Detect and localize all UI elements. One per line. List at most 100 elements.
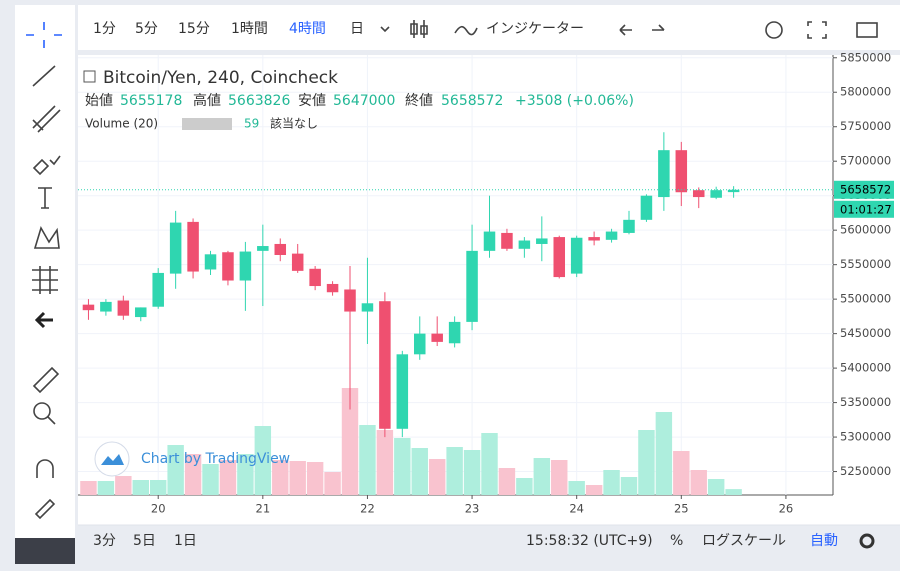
x-tick-label: 22 — [360, 502, 375, 516]
volume-bar — [707, 479, 725, 495]
candle-body — [187, 221, 199, 272]
study-buttons[interactable] — [182, 118, 232, 130]
high-value: 5663826 — [228, 93, 290, 109]
chart-settings[interactable] — [859, 533, 875, 549]
candle-body — [100, 301, 112, 312]
candle-body — [135, 307, 147, 318]
candle-body — [623, 219, 635, 233]
left-toolbar — [15, 5, 75, 557]
volume-bar — [725, 489, 742, 495]
x-tick-label: 25 — [674, 502, 689, 516]
settings[interactable] — [765, 21, 783, 39]
candle-body — [483, 231, 496, 251]
volume-bar — [289, 461, 306, 495]
interval[interactable]: 日 — [350, 21, 364, 37]
y-tick-label: 5400000 — [840, 361, 891, 375]
candle-body — [117, 300, 130, 316]
snapshot[interactable] — [856, 22, 878, 38]
candle-body — [169, 222, 182, 274]
close-value: 5658572 — [441, 93, 503, 109]
auto-button[interactable]: 自動 — [810, 533, 838, 549]
candle-body — [239, 251, 252, 281]
last-price-box — [834, 180, 894, 199]
ohlc-label: 高値 — [193, 92, 221, 109]
candle-body — [466, 250, 478, 322]
volume-bar — [516, 478, 533, 495]
candle-body — [222, 252, 234, 281]
volume-bar — [394, 438, 411, 495]
volume-bar — [673, 451, 690, 495]
interval[interactable]: 1分 — [93, 21, 116, 37]
plot — [78, 55, 833, 495]
volume-bar — [446, 447, 463, 495]
volume-bar — [585, 485, 603, 495]
candle-body — [605, 231, 618, 240]
logo-mark — [101, 454, 124, 465]
y-tick-label: 5750000 — [840, 119, 891, 133]
candle-body — [553, 237, 566, 278]
chart-title: Bitcoin/Yen, 240, Coincheck — [103, 68, 338, 88]
volume-bar — [254, 426, 272, 495]
volume-bar — [324, 472, 341, 495]
volume-bar — [638, 430, 655, 495]
y-tick-label: 5300000 — [840, 430, 891, 444]
candle-body — [396, 354, 409, 429]
volume-bar — [481, 433, 498, 495]
ohlc-label: 安値 — [298, 93, 326, 109]
interval[interactable]: 15分 — [178, 21, 210, 37]
volume-label: Volume (20) — [85, 117, 158, 131]
candle-body — [326, 283, 339, 293]
top-toolbar — [78, 5, 900, 50]
range-button[interactable]: 3分 — [93, 533, 116, 549]
range-button[interactable]: 1日 — [174, 533, 197, 549]
volume-bar — [167, 445, 184, 495]
candle-body — [640, 195, 653, 220]
interval-active[interactable]: 4時間 — [289, 21, 326, 37]
candle-body — [518, 240, 531, 249]
undo[interactable] — [619, 24, 632, 36]
x-tick-label: 24 — [569, 502, 584, 516]
redo[interactable] — [652, 24, 665, 31]
scroll-button[interactable] — [15, 538, 75, 564]
volume-bar — [97, 481, 115, 495]
fullscreen[interactable] — [807, 21, 827, 39]
collapse-icon[interactable] — [83, 70, 96, 83]
volume-bar — [115, 476, 132, 495]
dropdown-arrow[interactable] — [380, 26, 390, 33]
y-tick-label: 5850000 — [840, 50, 891, 64]
y-tick-label: 5600000 — [840, 223, 891, 237]
candle-body — [309, 268, 321, 287]
volume-bar — [376, 430, 394, 495]
interval[interactable]: 5分 — [135, 21, 158, 37]
ohlc-label: 終値 — [405, 93, 433, 109]
indicator-icon[interactable] — [454, 25, 478, 36]
volume-bar — [184, 454, 202, 495]
logo[interactable] — [94, 441, 130, 477]
candle-body — [692, 190, 705, 198]
volume-bar — [149, 480, 167, 495]
candle-body — [588, 237, 600, 241]
countdown: 01:01:27 — [840, 202, 892, 216]
candle-body — [675, 150, 688, 193]
candle-body — [570, 237, 583, 274]
y-tick-label: 5800000 — [840, 85, 891, 99]
range-button[interactable]: 5日 — [133, 533, 156, 549]
volume-bar — [533, 458, 551, 495]
chart-type-icon[interactable] — [410, 20, 428, 38]
tool-icons — [26, 22, 62, 520]
percent-button[interactable]: % — [670, 533, 683, 549]
volume-bar — [359, 425, 376, 495]
log-button[interactable]: ログスケール — [702, 533, 786, 549]
candle-body — [431, 333, 443, 342]
x-tick-label: 26 — [779, 502, 794, 516]
candle-body — [257, 246, 269, 251]
x-tick-label: 21 — [256, 502, 271, 516]
volume-bar — [690, 470, 707, 495]
volume-bar — [568, 481, 585, 495]
volume-bar — [655, 412, 673, 495]
indicators-button[interactable]: インジケーター — [486, 21, 584, 37]
watermark[interactable]: Chart by TradingView — [141, 451, 290, 467]
candle-body — [344, 289, 356, 312]
interval[interactable]: 1時間 — [231, 21, 268, 37]
